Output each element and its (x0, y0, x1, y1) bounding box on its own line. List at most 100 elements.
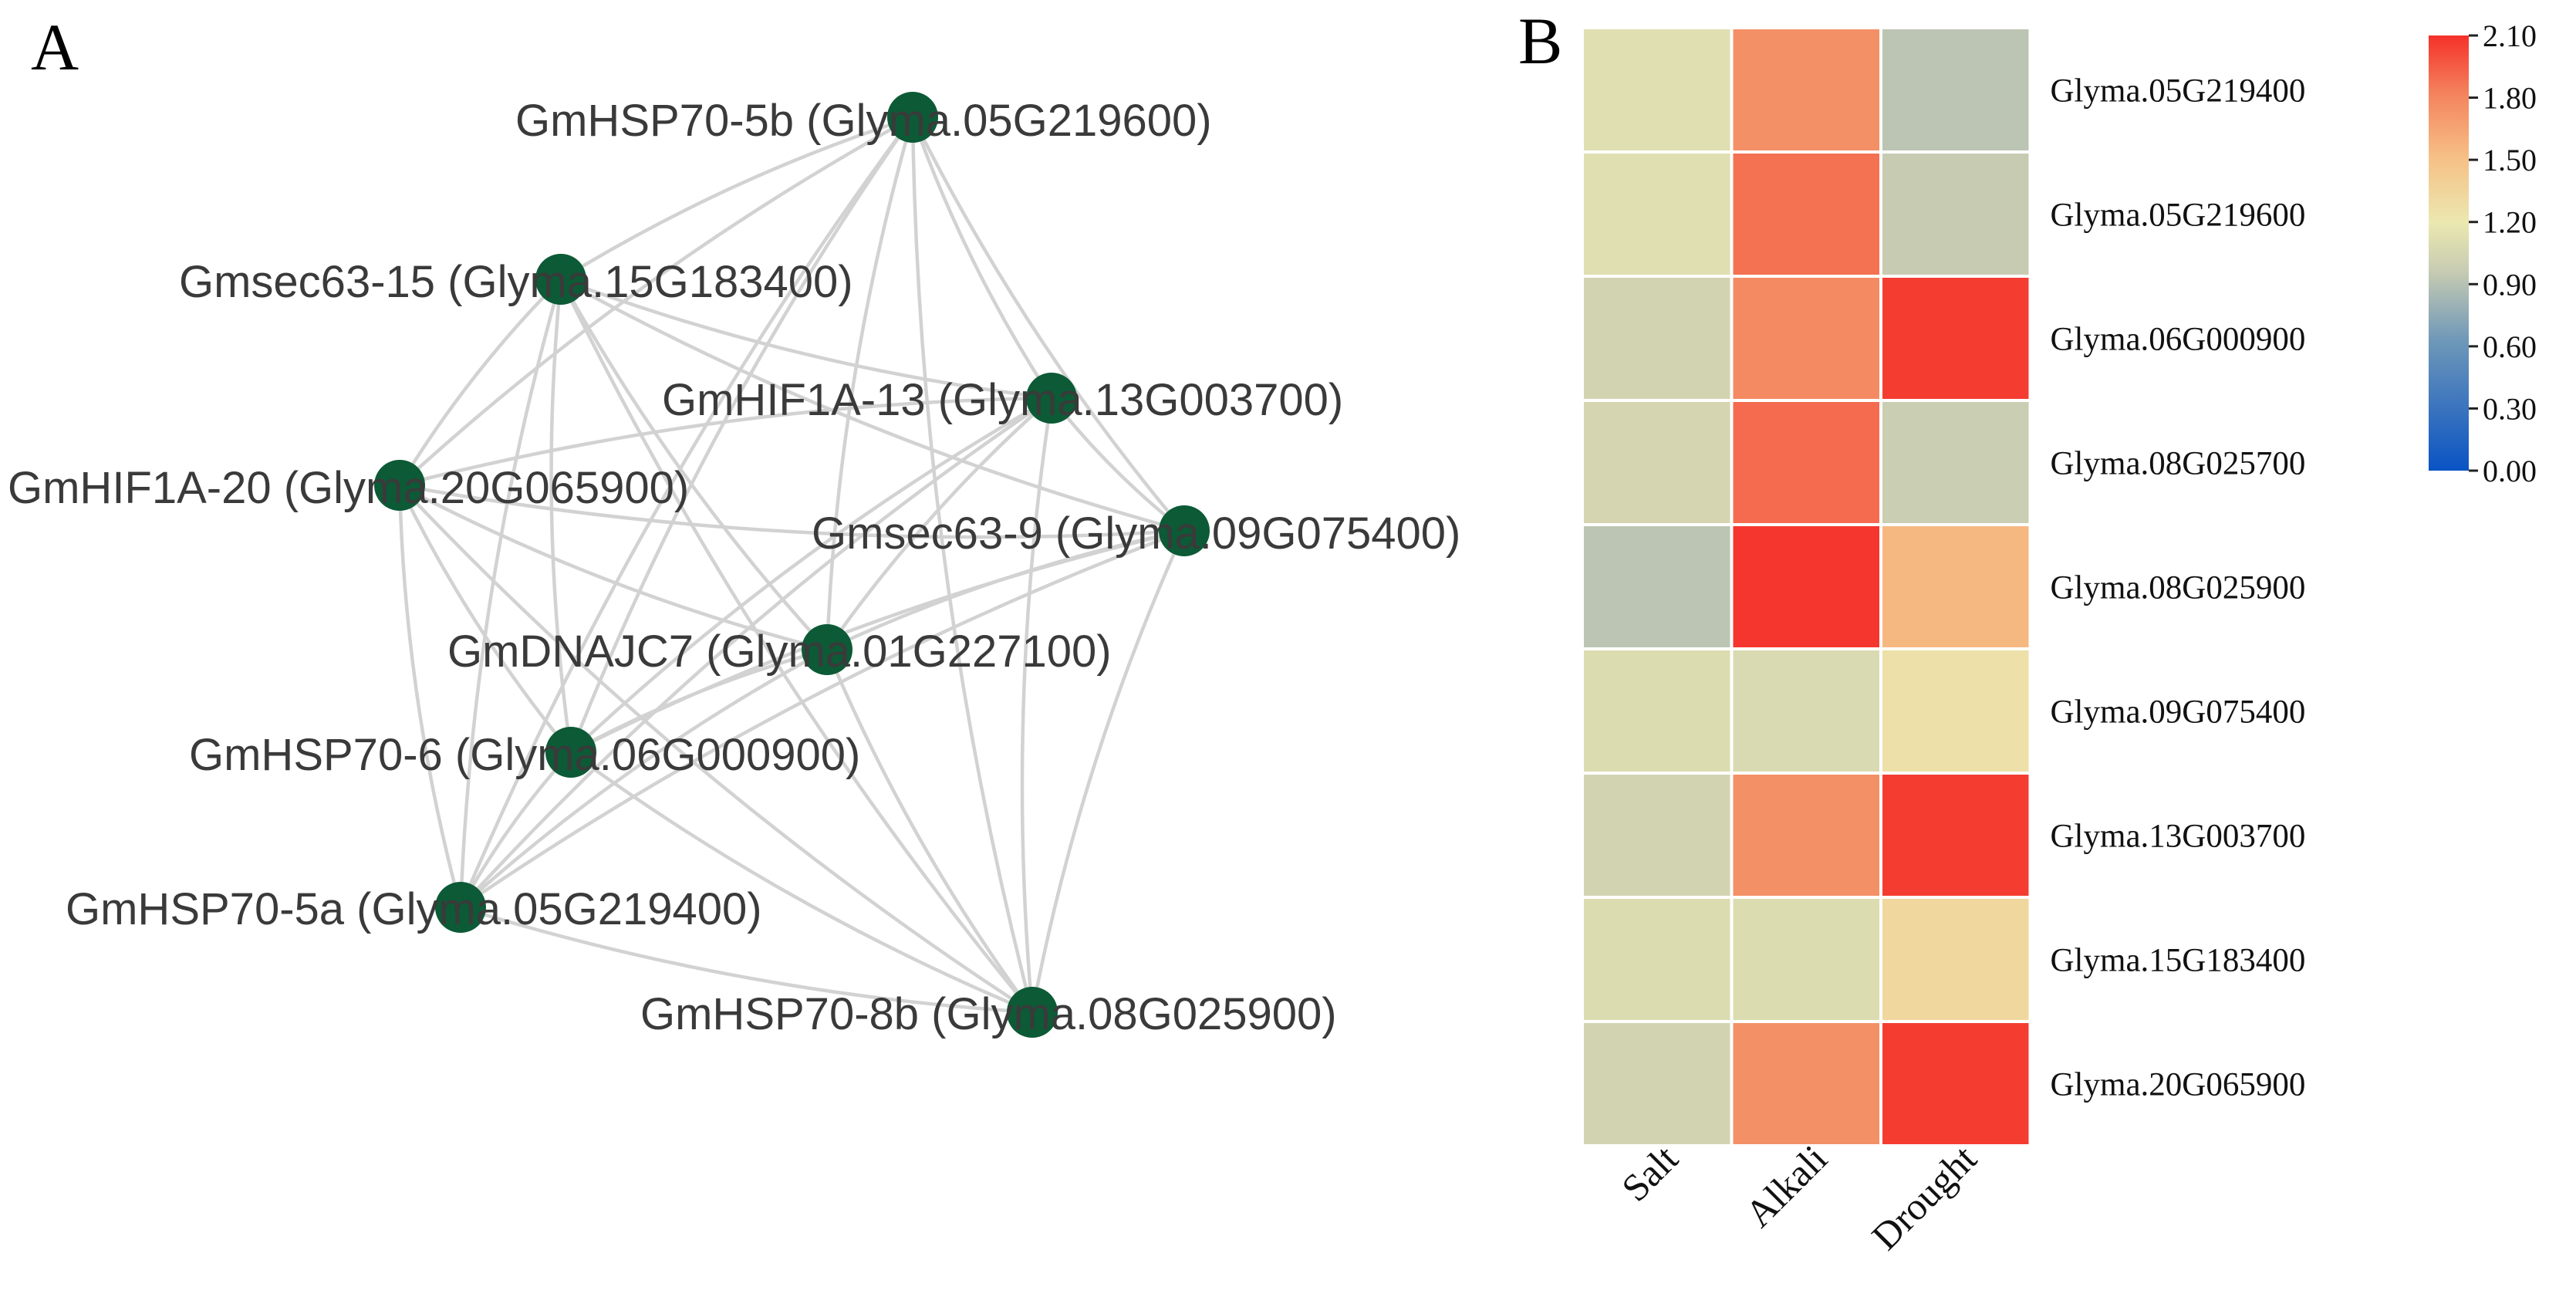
heatmap-cell (1879, 275, 2032, 402)
heatmap-cell (1879, 896, 2032, 1023)
network-edges (397, 115, 1187, 1015)
colorbar-tick-label: 0.90 (2483, 267, 2537, 302)
network-edge (549, 279, 573, 753)
network-edge (458, 279, 563, 908)
network-edge (825, 649, 1034, 1014)
heatmap-cell (1581, 647, 1734, 775)
colorbar-tick-label: 1.80 (2483, 81, 2537, 116)
network-panel: A GmHSP70-5b (Glyma.05G219600) Gmsec63-15… (8, 10, 1460, 1039)
network-node-label: Gmsec63-9 (Glyma.09G075400) (812, 508, 1460, 559)
heatmap-cell (1879, 399, 2032, 526)
network-node-label: GmHIF1A-20 (Glyma.20G065900) (8, 463, 689, 513)
heatmap-row-label: Glyma.13G003700 (2051, 819, 2306, 855)
heatmap-cell (1879, 150, 2032, 278)
heatmap-cell (1730, 26, 1882, 154)
colorbar-gradient (2429, 35, 2469, 471)
heatmap-cell (1730, 647, 1882, 775)
heatmap-cell (1581, 275, 1734, 402)
network-edge (398, 116, 914, 487)
heatmap-cell (1879, 772, 2032, 899)
heatmap-cell (1879, 523, 2032, 650)
heatmap-cell (1581, 896, 1734, 1023)
heatmap-cell (1730, 1020, 1882, 1147)
network-edge (569, 751, 1033, 1015)
network-node-label: GmHSP70-5b (Glyma.05G219600) (515, 96, 1212, 146)
heatmap-cell (1730, 399, 1882, 526)
network-node-label: GmHIF1A-13 (Glyma.13G003700) (662, 375, 1343, 425)
heatmap-column-label: Drought (1863, 1136, 1985, 1258)
network-edge (825, 397, 1053, 651)
network-edge (910, 117, 1035, 1013)
heatmap-cell (1581, 1020, 1734, 1147)
network-node-label: GmHSP70-5a (Glyma.05G219400) (66, 884, 762, 934)
network-edge (460, 905, 1033, 1015)
network-node-label: GmHSP70-6 (Glyma.06G000900) (189, 730, 860, 780)
network-edge (397, 485, 463, 908)
heatmap-cell (1730, 150, 1882, 278)
heatmap-cell (1581, 150, 1734, 278)
heatmap-column-labels: Salt Alkali Drought (1613, 1136, 1985, 1258)
heatmap-row-label: Glyma.15G183400 (2051, 943, 2306, 979)
network-node (887, 92, 938, 143)
colorbar-tick-label: 0.60 (2483, 329, 2537, 364)
heatmap-row-label: Glyma.08G025700 (2051, 446, 2306, 482)
network-node (545, 727, 596, 778)
heatmap-cell (1730, 275, 1882, 402)
heatmap-column-label: Alkali (1737, 1136, 1835, 1235)
network-edge (397, 485, 572, 754)
heatmap-row-label: Glyma.08G025900 (2051, 570, 2306, 606)
network-node (535, 254, 586, 305)
heatmap-cell (1730, 896, 1882, 1023)
heatmap-row-label: Glyma.05G219600 (2051, 198, 2306, 234)
network-edge (559, 115, 913, 281)
network-edge (1020, 397, 1054, 1013)
network-node (374, 460, 425, 511)
heatmap-row-label: Glyma.09G075400 (2051, 694, 2306, 731)
network-edge (560, 277, 1052, 400)
network-edge (569, 647, 828, 754)
network-edge (399, 483, 1185, 539)
heatmap-cells (1581, 26, 2032, 1147)
heatmap-row-labels: Glyma.05G219400 Glyma.05G219600 Glyma.06G0… (2051, 73, 2306, 1103)
network-edge (825, 117, 915, 650)
heatmap-column-label: Salt (1613, 1136, 1686, 1210)
network-node (1007, 987, 1058, 1038)
network-node (435, 882, 486, 933)
network-edge (559, 278, 829, 651)
panel-letter-b: B (1518, 4, 1562, 78)
heatmap-row-label: Glyma.20G065900 (2051, 1067, 2306, 1103)
network-node-label: GmHSP70-8b (Glyma.08G025900) (640, 989, 1337, 1039)
network-node (802, 624, 852, 675)
network-edge (399, 396, 1052, 488)
network-edge (569, 116, 914, 753)
colorbar-ticks: 2.10 1.80 1.50 1.20 0.90 0.60 0.30 0.00 (2469, 19, 2537, 488)
colorbar-tick-label: 1.50 (2483, 143, 2537, 177)
heatmap-cell (1879, 1020, 2032, 1147)
network-edge (398, 278, 562, 487)
network-nodes: GmHSP70-5b (Glyma.05G219600) Gmsec63-15 (… (8, 92, 1460, 1039)
colorbar-tick-label: 0.00 (2483, 454, 2537, 488)
heatmap-cell (1730, 772, 1882, 899)
heatmap-cell (1730, 523, 1882, 650)
colorbar-tick-label: 0.30 (2483, 391, 2537, 426)
heatmap-cell (1581, 399, 1734, 526)
panel-letter-a: A (31, 10, 79, 84)
network-edge (910, 117, 1053, 400)
network-node (1026, 373, 1077, 424)
colorbar: 2.10 1.80 1.50 1.20 0.90 0.60 0.30 0.00 (2429, 19, 2537, 488)
network-edge (459, 397, 1053, 909)
heatmap-cell (1879, 647, 2032, 775)
network-node (1159, 505, 1210, 556)
network-edge (398, 484, 1034, 1014)
heatmap-cell (1581, 772, 1734, 899)
heatmap-cell (1581, 523, 1734, 650)
network-edge (559, 278, 1185, 533)
network-edge (459, 648, 829, 909)
heatmap-panel: B Glyma.05G219400 Glyma.05G219600 Glyma.06… (1518, 4, 2537, 1258)
network-edge (458, 116, 914, 908)
network-node-label: Gmsec63-15 (Glyma.15G183400) (179, 257, 853, 307)
colorbar-tick-label: 1.20 (2483, 205, 2537, 240)
network-edge (1030, 530, 1187, 1013)
heatmap-row-label: Glyma.06G000900 (2051, 322, 2306, 358)
